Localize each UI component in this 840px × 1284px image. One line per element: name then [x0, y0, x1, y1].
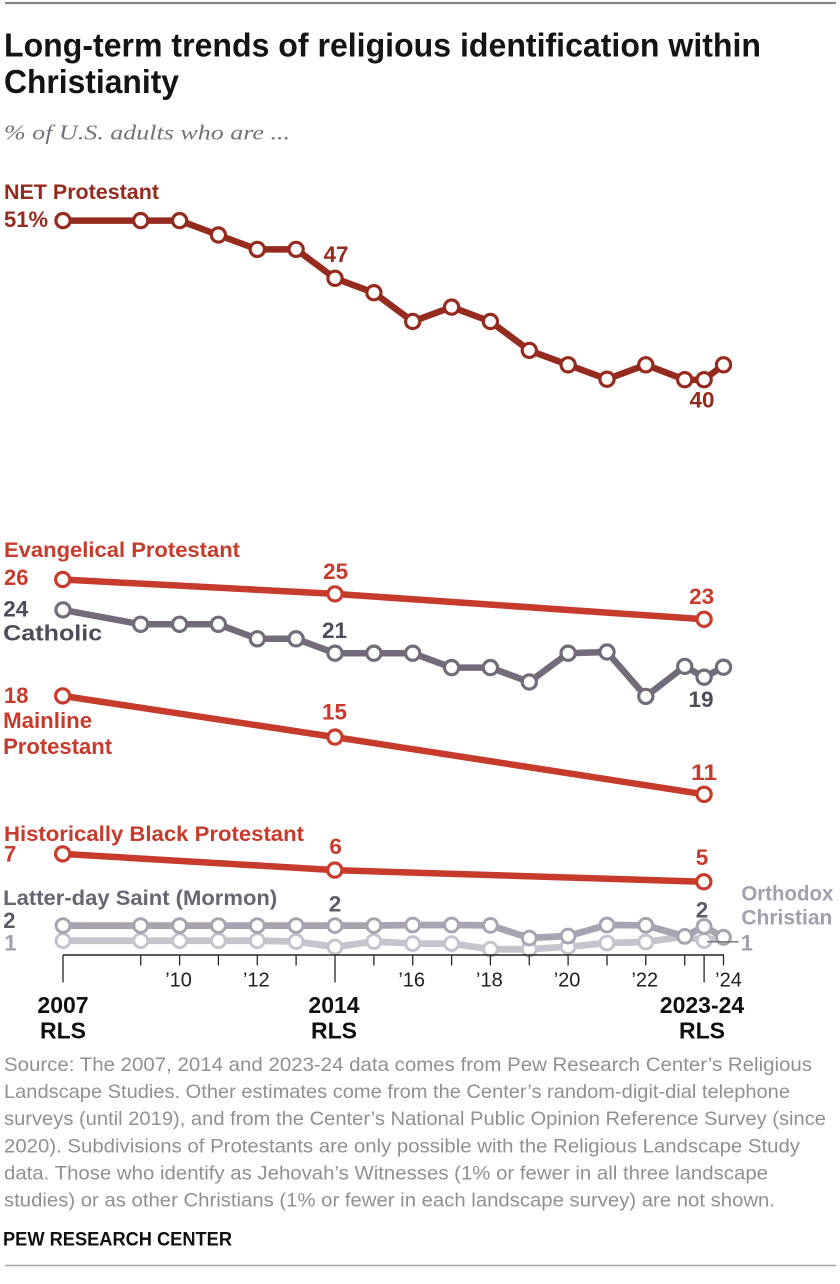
svg-text:11: 11	[691, 760, 717, 785]
svg-text:2: 2	[3, 908, 15, 933]
svg-text:51%: 51%	[4, 207, 48, 232]
svg-text:RLS: RLS	[679, 1018, 725, 1044]
svg-text:Orthodox: Orthodox	[741, 881, 833, 905]
svg-text:40: 40	[689, 388, 714, 413]
svg-text:’24: ’24	[715, 970, 742, 992]
svg-text:’10: ’10	[165, 970, 192, 992]
svg-text:2007: 2007	[37, 992, 88, 1018]
svg-text:surveys (until 2019), and from: surveys (until 2019), and from the Cente…	[4, 1108, 826, 1130]
svg-text:24: 24	[3, 596, 29, 621]
svg-text:Landscape Studies. Other estim: Landscape Studies. Other estimates come …	[4, 1081, 790, 1103]
svg-text:18: 18	[4, 683, 28, 708]
svg-text:Catholic: Catholic	[3, 620, 102, 645]
svg-text:Long-term trends of religious: Long-term trends of religious identifica…	[4, 27, 761, 64]
svg-text:Latter-day Saint (Mormon): Latter-day Saint (Mormon)	[3, 886, 277, 910]
svg-text:’16: ’16	[398, 970, 425, 992]
svg-text:Source: The 2007, 2014 and 202: Source: The 2007, 2014 and 2023-24 data …	[4, 1054, 812, 1076]
svg-text:1: 1	[741, 930, 753, 955]
svg-text:25: 25	[323, 559, 348, 584]
svg-text:23: 23	[689, 584, 714, 609]
svg-text:26: 26	[4, 565, 28, 590]
svg-text:PEW RESEARCH CENTER: PEW RESEARCH CENTER	[3, 1229, 232, 1251]
svg-text:15: 15	[322, 700, 347, 725]
svg-text:NET Protestant: NET Protestant	[4, 181, 159, 204]
svg-text:’20: ’20	[554, 970, 581, 992]
svg-text:’12: ’12	[243, 970, 270, 992]
svg-text:’22: ’22	[631, 970, 658, 992]
svg-text:data. Those who identify as Je: data. Those who identify as Jehovah’s Wi…	[4, 1162, 768, 1184]
svg-text:Protestant: Protestant	[3, 734, 113, 759]
svg-text:7: 7	[4, 841, 16, 866]
svg-text:Mainline: Mainline	[3, 708, 92, 733]
svg-text:RLS: RLS	[40, 1018, 86, 1044]
svg-text:2: 2	[329, 892, 342, 917]
svg-text:RLS: RLS	[311, 1018, 357, 1044]
svg-text:19: 19	[688, 687, 713, 712]
svg-text:2020). Subdivisions of Protest: 2020). Subdivisions of Protestants are o…	[4, 1135, 800, 1157]
svg-text:Christian: Christian	[741, 905, 832, 929]
svg-text:47: 47	[323, 242, 348, 267]
svg-text:5: 5	[696, 845, 709, 870]
svg-text:1: 1	[4, 930, 16, 955]
svg-text:’18: ’18	[476, 970, 503, 992]
svg-text:21: 21	[322, 618, 347, 643]
svg-text:Historically Black Protestant: Historically Black Protestant	[4, 823, 304, 846]
svg-text:Christianity: Christianity	[4, 63, 180, 100]
svg-text:% of U.S. adults who are ...: % of U.S. adults who are ...	[4, 121, 290, 145]
svg-text:2: 2	[696, 898, 709, 923]
svg-text:2023-24: 2023-24	[660, 992, 745, 1018]
svg-text:studies) or as other Christian: studies) or as other Christians (1% or f…	[4, 1190, 775, 1212]
svg-text:6: 6	[329, 834, 342, 859]
svg-text:2014: 2014	[308, 992, 359, 1018]
svg-text:Evangelical Protestant: Evangelical Protestant	[4, 539, 240, 562]
